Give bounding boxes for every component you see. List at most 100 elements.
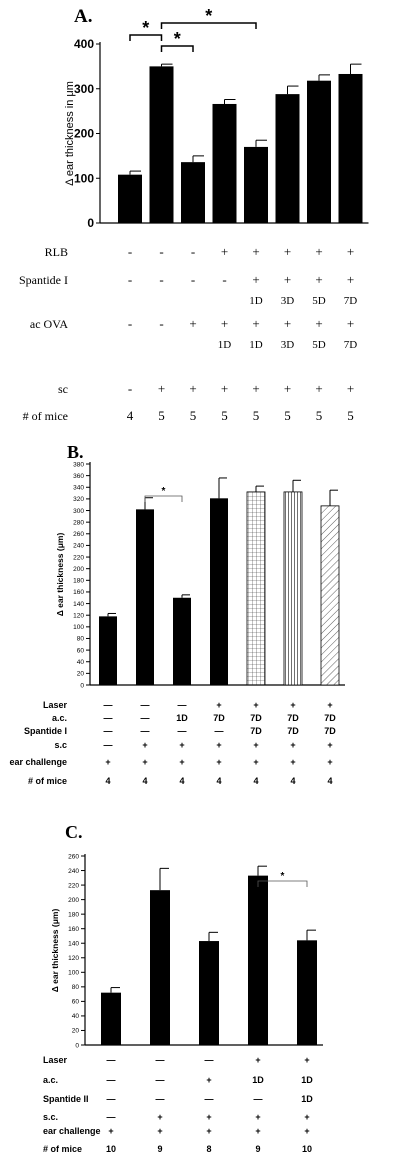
bar <box>99 616 117 685</box>
condition-cell: 9 <box>157 1144 162 1154</box>
condition-label: ear challenge <box>43 1126 101 1136</box>
y-tick-label: 180 <box>68 911 79 918</box>
bar <box>248 875 268 1045</box>
condition-cell: + <box>206 1112 211 1122</box>
condition-cell: + <box>179 757 184 767</box>
condition-cell: — <box>215 726 224 736</box>
condition-label: sc <box>58 382 68 396</box>
bar <box>297 940 317 1045</box>
significance-bracket <box>160 22 257 29</box>
condition-cell: — <box>104 700 113 710</box>
bar <box>150 890 170 1045</box>
y-tick-label: 340 <box>73 485 84 492</box>
condition-cell: + <box>253 757 258 767</box>
significance-bracket <box>144 495 183 502</box>
condition-cell: + <box>327 740 332 750</box>
significance-bracket <box>257 880 308 887</box>
y-tick-label: 360 <box>73 473 84 480</box>
y-tick-label: 80 <box>72 984 80 991</box>
condition-cell: 1D <box>301 1075 313 1085</box>
y-tick-label: 160 <box>73 589 84 596</box>
condition-cell: — <box>141 726 150 736</box>
condition-cell: + <box>206 1126 211 1136</box>
condition-cell: — <box>254 1094 263 1104</box>
condition-subcell: 1D <box>218 339 232 351</box>
condition-cell: 4 <box>142 776 147 786</box>
condition-cell: + <box>252 381 259 396</box>
y-tick-label: 180 <box>73 578 84 585</box>
condition-cell: - <box>128 272 132 287</box>
y-tick-label: 400 <box>74 37 94 51</box>
y-tick-label: 140 <box>68 941 79 948</box>
panel-label: A. <box>74 6 92 27</box>
condition-cell: + <box>157 1112 162 1122</box>
condition-cell: 4 <box>216 776 221 786</box>
y-tick-label: 20 <box>72 1028 80 1035</box>
condition-cell: 7D <box>213 713 225 723</box>
condition-cell: + <box>347 272 354 287</box>
condition-cell: + <box>347 316 354 331</box>
y-tick-label: 300 <box>73 508 84 515</box>
condition-label: Spantide II <box>43 1094 89 1104</box>
condition-cell: — <box>104 740 113 750</box>
bar <box>338 73 363 223</box>
condition-label: ac OVA <box>30 317 68 331</box>
condition-label: s.c <box>54 740 67 750</box>
y-tick-label: 260 <box>68 853 79 860</box>
y-tick-label: 140 <box>73 601 84 608</box>
y-tick-label: 200 <box>68 897 79 904</box>
y-tick-label: 200 <box>73 566 84 573</box>
y-tick-label: 0 <box>80 682 84 689</box>
condition-cell: + <box>253 740 258 750</box>
condition-cell: + <box>142 757 147 767</box>
condition-cell: + <box>284 381 291 396</box>
condition-cell: + <box>290 740 295 750</box>
significance-star: * <box>162 486 166 497</box>
condition-cell: + <box>327 757 332 767</box>
condition-label: a.c. <box>43 1075 58 1085</box>
condition-cell: 4 <box>253 776 258 786</box>
condition-cell: - <box>159 316 163 331</box>
y-axis-label: Δ ear thickness in μm <box>64 81 76 186</box>
condition-cell: + <box>142 740 147 750</box>
condition-cell: - <box>128 381 132 396</box>
significance-star: * <box>174 29 181 49</box>
y-tick-label: 220 <box>68 882 79 889</box>
condition-subcell: 1D <box>249 339 263 351</box>
condition-cell: — <box>104 726 113 736</box>
condition-cell: 7D <box>250 713 262 723</box>
condition-cell: + <box>216 700 221 710</box>
y-tick-label: 240 <box>73 543 84 550</box>
condition-cell: + <box>304 1126 309 1136</box>
condition-cell: 5 <box>316 408 323 423</box>
condition-cell: 4 <box>127 408 134 423</box>
y-tick-label: 40 <box>77 659 85 666</box>
y-axis-label: Δ ear thickness (μm) <box>50 909 60 993</box>
significance-bracket <box>129 34 163 41</box>
condition-cell: - <box>128 244 132 259</box>
condition-cell: 9 <box>255 1144 260 1154</box>
condition-cell: 10 <box>302 1144 312 1154</box>
condition-cell: 7D <box>250 726 262 736</box>
condition-cell: + <box>284 244 291 259</box>
condition-cell: 4 <box>327 776 332 786</box>
condition-label: Spantide I <box>19 273 68 287</box>
bar <box>244 146 268 223</box>
bar <box>212 103 237 223</box>
y-tick-label: 200 <box>74 127 94 141</box>
condition-cell: — <box>178 726 187 736</box>
condition-label: Laser <box>43 700 68 710</box>
condition-subcell: 3D <box>281 295 295 307</box>
condition-label: RLB <box>45 245 68 259</box>
condition-label: a.c. <box>52 713 67 723</box>
condition-cell: — <box>156 1075 165 1085</box>
bar <box>181 162 205 223</box>
condition-cell: 5 <box>284 408 291 423</box>
bar <box>283 491 303 686</box>
condition-cell: 5 <box>190 408 197 423</box>
y-tick-label: 100 <box>73 624 84 631</box>
condition-cell: 4 <box>290 776 295 786</box>
condition-cell: + <box>108 1126 113 1136</box>
condition-cell: + <box>347 244 354 259</box>
